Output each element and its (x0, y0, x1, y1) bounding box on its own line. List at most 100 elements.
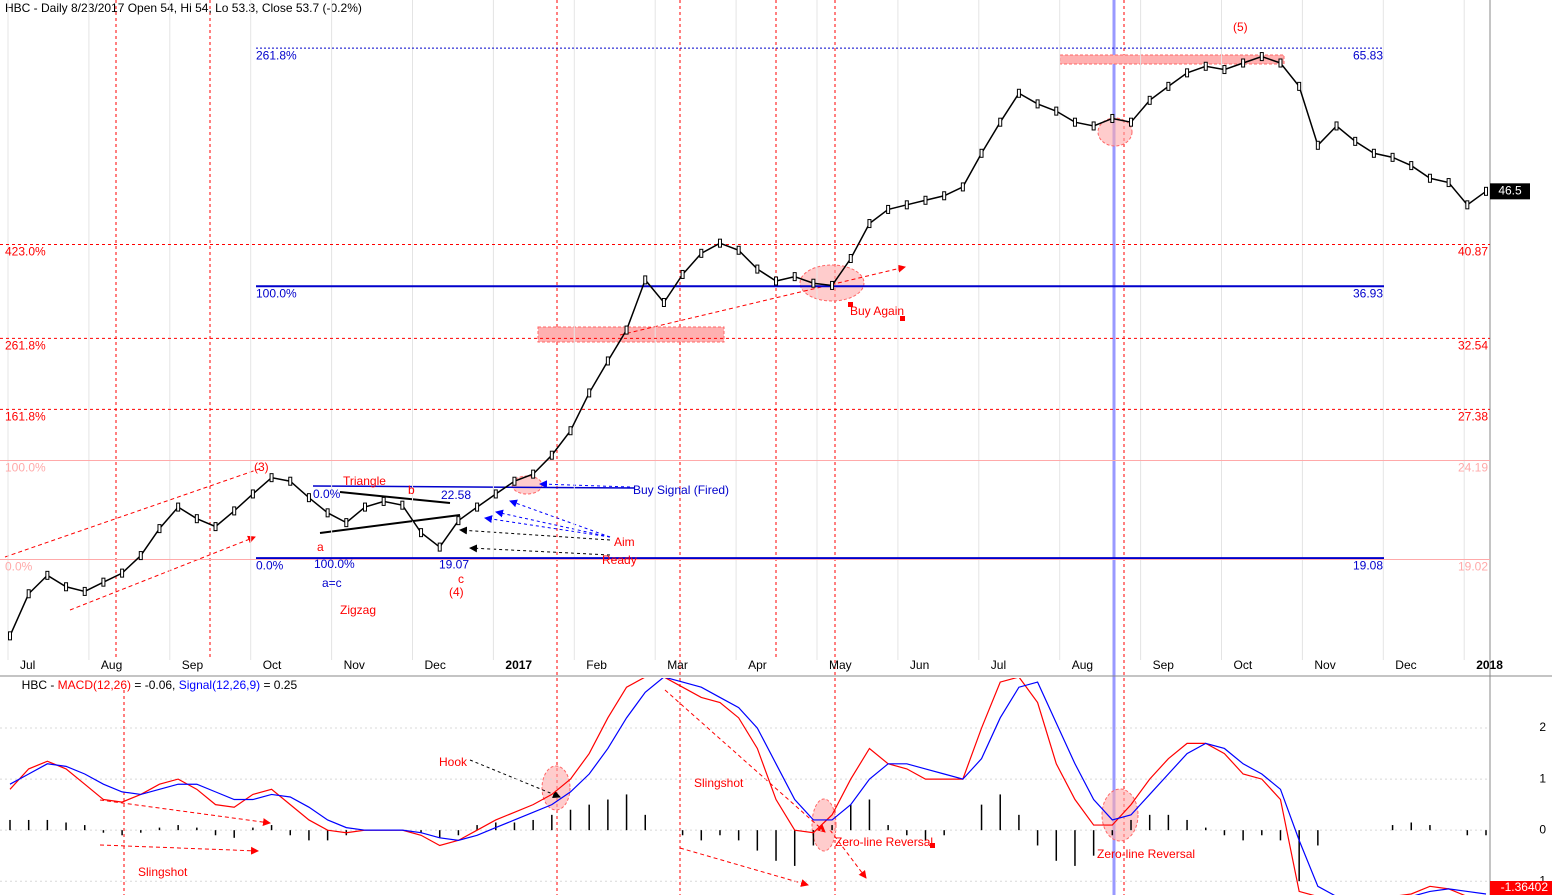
annotation: Triangle (343, 474, 386, 488)
price-point (736, 245, 741, 255)
price-point (1297, 81, 1302, 91)
price-point (1353, 136, 1358, 146)
x-tick-label: Dec (425, 658, 446, 672)
annotation: b (408, 483, 415, 497)
price-point (549, 450, 554, 460)
fib-label: 261.8% (5, 339, 46, 353)
title-part: HBC - (22, 678, 58, 692)
price-point (1222, 65, 1227, 75)
price-point (1446, 178, 1451, 188)
price-point (531, 469, 536, 479)
price-point (568, 426, 573, 436)
price-point (1054, 106, 1059, 116)
annotation: Aim (614, 535, 635, 549)
macd-title: HBC - MACD(12,26) = -0.06, Signal(12,26,… (5, 678, 307, 692)
price-line (9, 55, 1487, 637)
y-tick-label: 2 (1539, 720, 1546, 734)
price-point (1016, 88, 1021, 98)
price-point (923, 195, 928, 205)
price-point (306, 493, 311, 503)
price-point (680, 269, 685, 279)
annotation: (3) (254, 460, 269, 474)
price-point (362, 502, 367, 512)
macd-plot (9, 678, 1487, 895)
annotation: (4) (449, 585, 464, 599)
annotation: Ready (602, 553, 637, 567)
price-point (1241, 58, 1246, 68)
price-point (1147, 95, 1152, 105)
y-tick-label: 0 (1539, 822, 1546, 836)
price-plot (8, 52, 1488, 641)
price-point (830, 280, 835, 290)
price-point (400, 500, 405, 510)
price-point (325, 508, 330, 518)
signal-line (312, 485, 636, 489)
annotation: 100.0% (314, 557, 355, 571)
price-point (1035, 99, 1040, 109)
price-point (176, 502, 181, 512)
price-point (643, 275, 648, 285)
price-point (848, 254, 853, 264)
channel (4, 264, 906, 887)
x-tick-label: Oct (1234, 658, 1253, 672)
fib-value: 32.54 (1458, 339, 1488, 353)
annotation: a (317, 540, 324, 554)
x-tick-label: Aug (1072, 658, 1093, 672)
price-point (624, 325, 629, 335)
highlights (511, 117, 1139, 852)
price-point (960, 182, 965, 192)
price-point (1072, 117, 1077, 127)
price-point (1484, 186, 1488, 196)
annotation: (5) (1233, 20, 1248, 34)
price-point (45, 570, 50, 580)
x-tick-label: Feb (586, 658, 607, 672)
price-point (1278, 58, 1283, 68)
price-point (605, 356, 610, 366)
title-part: Signal(12,26,9) (179, 678, 260, 692)
price-point (101, 577, 106, 587)
price-point (381, 496, 386, 506)
annotation: Buy Signal (Fired) (633, 483, 729, 497)
macd-line (9, 678, 1487, 895)
price-point (886, 204, 891, 214)
price-point (512, 476, 517, 486)
price-point (811, 278, 816, 288)
price-point (138, 551, 143, 561)
fib-label: 100.0% (5, 461, 46, 475)
fib-value: 65.83 (1353, 48, 1383, 62)
last-price: 46.5 (1498, 184, 1522, 198)
price-point (755, 264, 760, 274)
last-value-box (1490, 881, 1552, 895)
price-point (64, 582, 69, 592)
price-point (419, 528, 424, 538)
x-tick-label: May (829, 658, 852, 672)
fib-label: 0.0% (256, 558, 284, 572)
price-point (344, 518, 349, 528)
price-point (1259, 52, 1264, 62)
signal-dot (900, 316, 905, 321)
price-point (1166, 81, 1171, 91)
title-part: = 0.25 (260, 678, 297, 692)
annotation: a=c (322, 576, 342, 590)
x-tick-label: Aug (101, 658, 122, 672)
price-point (1110, 113, 1115, 123)
zone (1059, 54, 1285, 65)
price-point (1427, 173, 1432, 183)
x-tick-label: Nov (1314, 658, 1335, 672)
price-point (699, 248, 704, 258)
price-label: 19.07 (439, 558, 469, 572)
price-point (157, 524, 162, 534)
annotation: Zigzag (340, 603, 376, 617)
macd-line (9, 678, 1466, 895)
fib-label: 100.0% (256, 286, 297, 300)
fib-label: 261.8% (256, 48, 297, 62)
annotation: Hook (439, 755, 468, 769)
price-point (1091, 121, 1096, 131)
price-point (1334, 121, 1339, 131)
price-point (998, 117, 1003, 127)
zone (537, 326, 725, 343)
fib-value: 36.93 (1353, 286, 1383, 300)
